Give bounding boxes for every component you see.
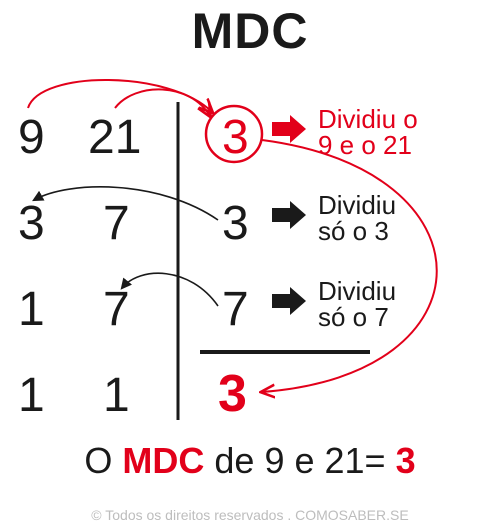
thick-arrow-2 xyxy=(272,201,306,229)
annotation-2-line1: Dividiu xyxy=(318,192,396,218)
conclusion-prefix: O xyxy=(84,440,122,481)
cell-r4-a: 1 xyxy=(18,368,45,423)
cell-r3-b: 7 xyxy=(103,282,130,337)
thick-arrow-1 xyxy=(272,115,306,143)
cell-r3-f: 7 xyxy=(222,282,249,337)
annotation-1: Dividiu o 9 e o 21 xyxy=(318,106,418,158)
cell-r2-b: 7 xyxy=(103,196,130,251)
thick-arrow-3 xyxy=(272,287,306,315)
cell-r2-f: 3 xyxy=(222,196,249,251)
conclusion-result: 3 xyxy=(396,440,416,481)
conclusion-mdc: MDC xyxy=(122,440,204,481)
cell-r1-a: 9 xyxy=(18,110,45,165)
annotation-3-line2: só o 7 xyxy=(318,304,396,330)
annotation-1-line2: 9 e o 21 xyxy=(318,132,418,158)
conclusion-line: O MDC de 9 e 21= 3 xyxy=(0,440,500,482)
annotation-2-line2: só o 3 xyxy=(318,218,396,244)
cell-r1-f: 3 xyxy=(222,110,249,165)
copyright-text: © Todos os direitos reservados . COMOSAB… xyxy=(0,507,500,523)
cell-r3-a: 1 xyxy=(18,282,45,337)
cell-r4-f: 3 xyxy=(218,364,247,424)
arc-9-to-3 xyxy=(28,80,212,112)
cell-r1-b: 21 xyxy=(88,110,141,165)
arc-f7-to-col7 xyxy=(122,273,218,306)
annotation-3: Dividiu só o 7 xyxy=(318,278,396,330)
page-title: MDC xyxy=(0,2,500,60)
cell-r4-b: 1 xyxy=(103,368,130,423)
annotation-3-line1: Dividiu xyxy=(318,278,396,304)
cell-r2-a: 3 xyxy=(18,196,45,251)
annotation-1-line1: Dividiu o xyxy=(318,106,418,132)
conclusion-mid: de 9 e 21= xyxy=(204,440,395,481)
annotation-2: Dividiu só o 3 xyxy=(318,192,396,244)
arc-circle3-to-result3 xyxy=(262,140,437,392)
